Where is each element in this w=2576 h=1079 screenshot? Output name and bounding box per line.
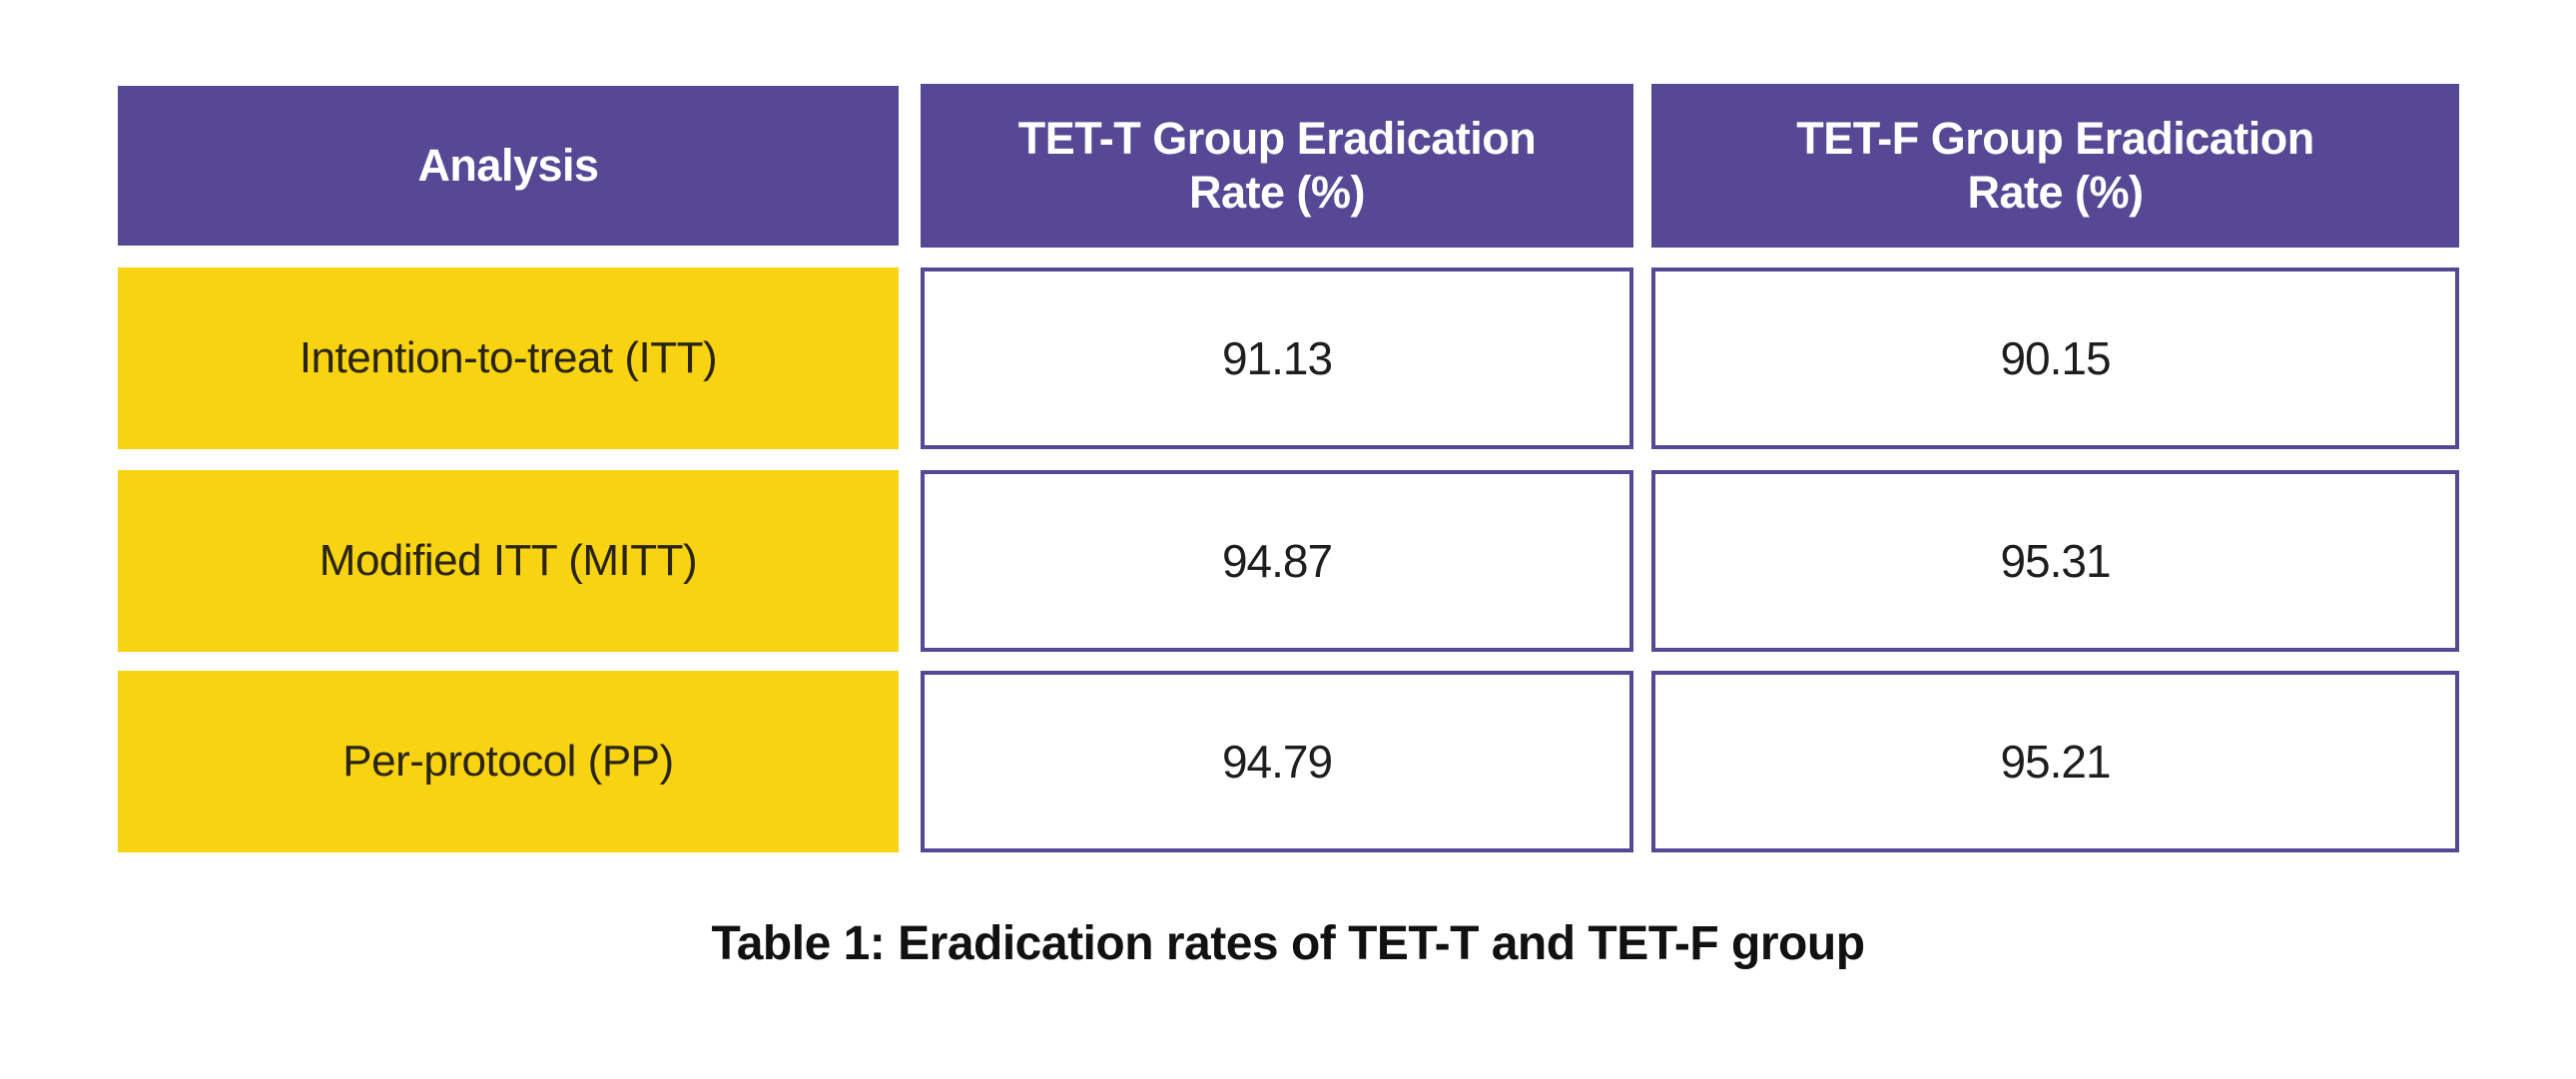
table-caption: Table 1: Eradication rates of TET-T and … [711, 917, 1865, 970]
table-cell: 94.87 [921, 470, 1633, 652]
header-tet-f-line-2: Rate (%) [1967, 167, 2144, 218]
header-analysis: Analysis [118, 86, 899, 246]
table-cell: 90.15 [1651, 268, 2459, 449]
tet-f-mitt-value: 95.31 [2000, 535, 2111, 587]
analysis-mitt: Modified ITT (MITT) [319, 536, 698, 585]
tet-t-itt-value: 91.13 [1221, 332, 1333, 384]
table-cell: 95.31 [1651, 470, 2459, 652]
tet-f-itt-value: 90.15 [2000, 332, 2111, 384]
header-tet-f-label: TET-F Group Eradication Rate (%) [1796, 112, 2314, 220]
table-row-label: Intention-to-treat (ITT) [118, 268, 899, 449]
header-tet-f-line-1: TET-F Group Eradication [1796, 113, 2314, 164]
table-row-label: Per-protocol (PP) [118, 671, 899, 852]
header-tet-t-line-2: Rate (%) [1188, 167, 1366, 218]
analysis-pp: Per-protocol (PP) [342, 737, 674, 786]
table-cell: 91.13 [921, 268, 1633, 449]
header-analysis-label: Analysis [417, 140, 599, 191]
tet-t-pp-value: 94.79 [1221, 736, 1333, 788]
tet-f-pp-value: 95.21 [2000, 736, 2111, 788]
table-row-label: Modified ITT (MITT) [118, 470, 899, 652]
tet-t-mitt-value: 94.87 [1221, 535, 1333, 587]
analysis-itt: Intention-to-treat (ITT) [299, 333, 718, 382]
header-tet-t-line-1: TET-T Group Eradication [1017, 113, 1537, 164]
table-cell: 94.79 [921, 671, 1633, 852]
table-cell: 95.21 [1651, 671, 2459, 852]
header-tet-t-rate: TET-T Group Eradication Rate (%) [921, 84, 1633, 248]
header-tet-f-rate: TET-F Group Eradication Rate (%) [1651, 84, 2459, 248]
header-tet-t-label: TET-T Group Eradication Rate (%) [1018, 112, 1537, 220]
